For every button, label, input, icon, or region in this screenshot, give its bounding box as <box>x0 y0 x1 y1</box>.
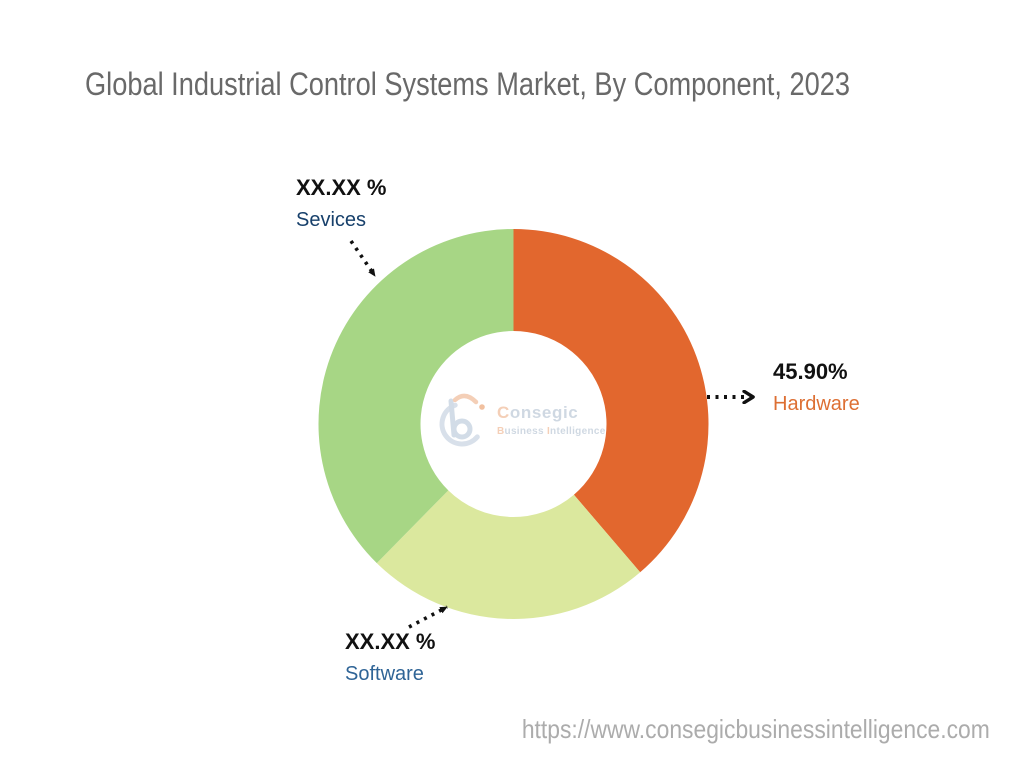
logo-swoosh <box>452 393 479 405</box>
callout-software: XX.XX % Software <box>345 629 435 686</box>
donut-segment-services <box>318 229 514 564</box>
logo-ring-arc <box>439 402 480 447</box>
consegic-logo-text: Consegic Business Intelligence <box>497 392 606 450</box>
hardware-value: 45.90% <box>773 359 848 384</box>
callout-services: XX.XX % Sevices <box>296 175 386 232</box>
donut-segment-software <box>376 490 641 619</box>
logo-tagline: Business Intelligence <box>497 426 606 437</box>
leader-line-services <box>349 239 377 278</box>
hardware-label: Hardware <box>773 393 860 415</box>
logo-b-bowl <box>451 418 473 440</box>
leader-lines <box>349 239 752 629</box>
logo-dot <box>479 404 485 410</box>
services-value: XX.XX % <box>296 175 387 200</box>
source-url: https://www.consegicbusinessintelligence… <box>521 714 990 744</box>
leader-line-software <box>408 605 448 629</box>
consegic-logo-icon <box>439 393 485 447</box>
callout-hardware: 45.90% Hardware <box>773 359 860 416</box>
consegic-logo: Consegic Business Intelligence <box>436 392 606 450</box>
chart-title: Global Industrial Control Systems Market… <box>85 66 850 102</box>
donut-segment-hardware <box>513 229 709 573</box>
software-value: XX.XX % <box>345 629 436 654</box>
services-label: Sevices <box>296 209 367 231</box>
software-label: Software <box>345 663 424 685</box>
donut-segments <box>318 229 709 619</box>
logo-wordmark: Consegic <box>497 403 579 422</box>
